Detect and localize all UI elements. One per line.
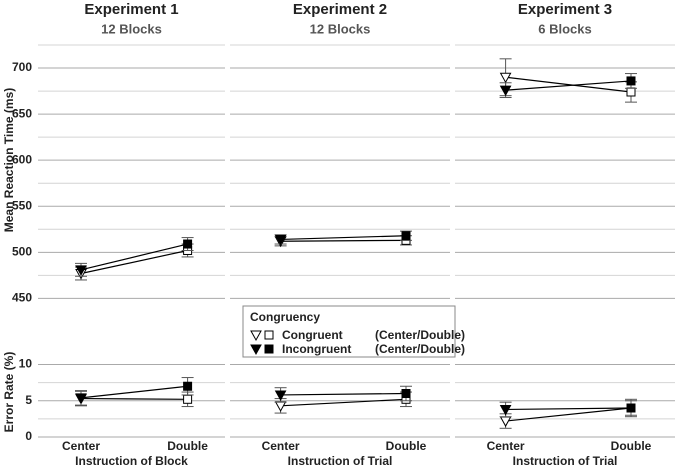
y-tick-label: 550 (12, 198, 32, 212)
marker (75, 265, 87, 276)
x-tick-label: Center (62, 439, 100, 453)
series-line (505, 80, 632, 91)
marker (499, 416, 512, 428)
marker (183, 239, 193, 249)
panel-subtitle: 12 Blocks (310, 21, 371, 36)
series-line (280, 398, 407, 407)
y-tick-label: 0 (25, 429, 32, 443)
marker (626, 87, 636, 97)
legend: Congruency Congruent (Center/Double) Inc… (242, 305, 465, 358)
y-tick-label: 5 (25, 393, 32, 407)
y-tick-label: 700 (12, 60, 32, 74)
series-line (505, 76, 632, 93)
legend-title: Congruency (250, 310, 320, 324)
y-tick-label: 600 (12, 152, 32, 166)
legend-label: Incongruent (282, 342, 351, 356)
legend-marker (264, 330, 274, 340)
legend-suffix: (Center/Double) (375, 328, 465, 342)
legend-label: Congruent (282, 328, 343, 342)
marker (499, 72, 512, 84)
series-line (80, 249, 188, 275)
marker (499, 404, 512, 416)
legend-marker (250, 344, 262, 356)
legend-suffix: (Center/Double) (375, 342, 465, 356)
marker (626, 76, 636, 86)
panel-title: Experiment 3 (518, 1, 612, 18)
x-tick-label: Double (167, 439, 208, 453)
series-line (80, 243, 188, 271)
series-line (505, 407, 632, 422)
marker (75, 393, 87, 404)
panel-title: Experiment 1 (84, 1, 178, 18)
marker (274, 401, 287, 412)
y-tick-label: 450 (12, 291, 32, 305)
legend-marker (250, 330, 262, 342)
series-line (280, 392, 407, 396)
y-axis-label: Mean Reaction Time (ms) (2, 88, 16, 232)
y-tick-label: 10 (19, 357, 33, 371)
series-line (81, 397, 188, 400)
marker (274, 390, 287, 401)
x-axis-label: Instruction of Block (75, 454, 188, 467)
panel-subtitle: 6 Blocks (538, 21, 591, 36)
x-tick-label: Double (386, 439, 427, 453)
marker (626, 403, 636, 413)
x-tick-label: Center (487, 439, 525, 453)
y-axis-label: Error Rate (%) (2, 352, 16, 433)
legend-box (242, 305, 456, 358)
x-tick-label: Center (262, 439, 300, 453)
x-tick-label: Double (611, 439, 652, 453)
marker (499, 85, 512, 97)
series-line (505, 407, 632, 411)
marker (401, 231, 411, 241)
marker (401, 389, 411, 398)
y-tick-label: 500 (12, 244, 32, 258)
series-line (280, 235, 407, 241)
series-line (80, 385, 188, 399)
y-tick-label: 650 (12, 106, 32, 120)
marker (183, 381, 193, 391)
series-line (280, 239, 407, 242)
panel-subtitle: 12 Blocks (101, 21, 162, 36)
legend-marker (264, 344, 274, 354)
marker (274, 234, 287, 246)
panel-title: Experiment 2 (293, 1, 387, 18)
x-axis-label: Instruction of Trial (288, 454, 393, 467)
marker (183, 394, 193, 404)
x-axis-label: Instruction of Trial (513, 454, 618, 467)
